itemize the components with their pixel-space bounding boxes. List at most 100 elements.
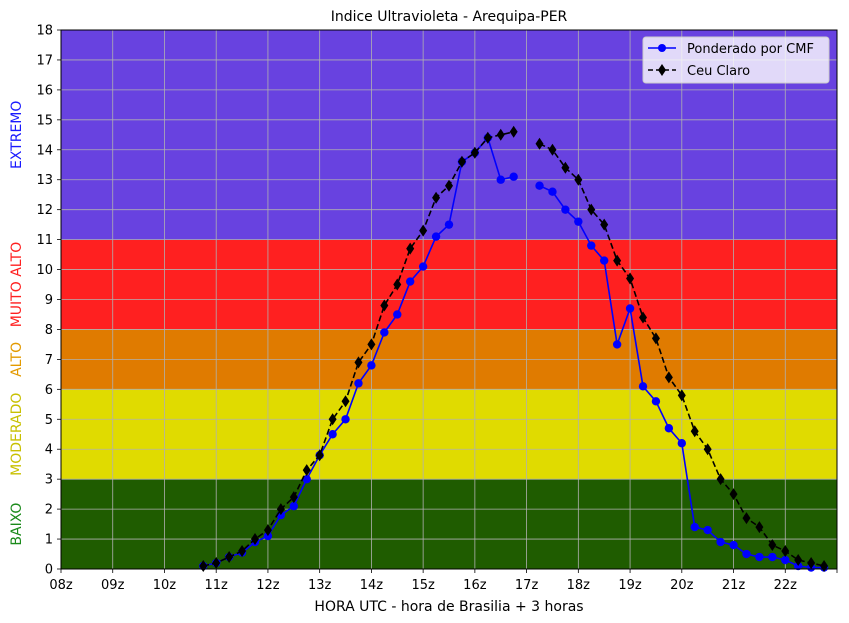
- x-tick-label-20z: 20z: [670, 578, 694, 593]
- y-tick-label-7: 7: [45, 353, 53, 368]
- x-tick-label-09z: 09z: [101, 578, 125, 593]
- point-ponderado-por-cmf-0-12: [354, 379, 363, 388]
- x-tick-label-18z: 18z: [567, 578, 591, 593]
- point-ponderado-por-cmf-1-14: [716, 537, 725, 547]
- y-tick-label-13: 13: [36, 173, 53, 188]
- point-ponderado-por-cmf-1-17: [755, 552, 764, 562]
- point-ponderado-por-cmf-0-11: [341, 415, 350, 424]
- point-ceu-claro-0-19: [445, 179, 453, 192]
- series-ceu-claro: [199, 125, 829, 573]
- legend-marker-ceu-claro: [658, 64, 666, 76]
- point-ponderado-por-cmf-1-19: [781, 555, 790, 565]
- point-ponderado-por-cmf-1-4: [587, 241, 596, 250]
- point-ponderado-por-cmf-0-23: [496, 175, 505, 184]
- point-ponderado-por-cmf-0-16: [406, 277, 415, 286]
- y-tick-label-17: 17: [36, 53, 53, 68]
- point-ceu-claro-0-23: [496, 128, 505, 141]
- point-ponderado-por-cmf-1-8: [638, 382, 648, 391]
- band-label-moderado: MODERADO: [9, 393, 25, 476]
- point-ponderado-por-cmf-1-15: [729, 540, 738, 550]
- point-ceu-claro-0-21: [470, 146, 479, 159]
- legend: Ponderado por CMF Ceu Claro: [642, 36, 830, 84]
- point-ponderado-por-cmf-0-15: [393, 310, 402, 319]
- point-ceu-claro-0-9: [315, 449, 324, 462]
- point-ceu-claro-0-4: [251, 533, 259, 546]
- legend-entry-ceu-claro: Ceu Claro: [648, 64, 750, 79]
- point-ceu-claro-0-6: [276, 503, 285, 516]
- point-ceu-claro-1-8: [639, 311, 647, 324]
- point-ceu-claro-1-10: [664, 371, 673, 384]
- point-ceu-claro-1-14: [716, 473, 725, 486]
- point-ceu-claro-1-17: [755, 521, 764, 534]
- legend-entry-ponderado: Ponderado por CMF: [648, 42, 814, 57]
- y-tick-label-9: 9: [45, 293, 53, 308]
- y-tick-label-15: 15: [36, 113, 53, 128]
- point-ceu-claro-0-18: [432, 191, 441, 204]
- point-ponderado-por-cmf-1-7: [625, 304, 635, 313]
- risk-bands: [61, 30, 837, 569]
- point-ponderado-por-cmf-1-13: [703, 525, 712, 535]
- point-ceu-claro-1-9: [651, 332, 660, 345]
- legend-label-ceu-claro: Ceu Claro: [687, 64, 750, 79]
- point-ceu-claro-0-12: [354, 356, 363, 369]
- point-ceu-claro-0-2: [225, 551, 234, 564]
- series-line-ceu-claro-1: [539, 143, 825, 567]
- y-tick-label-14: 14: [36, 143, 53, 158]
- y-tick-label-5: 5: [45, 413, 53, 428]
- legend-label-ponderado: Ponderado por CMF: [687, 42, 814, 57]
- point-ceu-claro-1-7: [626, 272, 635, 285]
- x-axis-ticks: 08z 09z 10z 11z 12z 13z 14z 15z 16z 17z 18z 19z 20z 2…: [49, 569, 838, 593]
- point-ceu-claro-0-24: [509, 125, 518, 138]
- legend-marker-ponderado: [658, 44, 666, 52]
- y-tick-label-3: 3: [45, 473, 53, 488]
- band-labels: BAIXO MODERADO ALTO MUITO ALTO EXTREMO: [9, 101, 25, 546]
- point-ponderado-por-cmf-0-18: [431, 232, 441, 241]
- point-ceu-claro-1-1: [548, 143, 557, 156]
- point-ceu-claro-1-5: [600, 218, 609, 231]
- point-ceu-claro-1-16: [742, 512, 751, 525]
- y-tick-label-8: 8: [45, 323, 53, 338]
- point-ceu-claro-0-22: [483, 131, 492, 144]
- point-ponderado-por-cmf-0-8: [302, 474, 311, 484]
- point-ceu-claro-1-4: [587, 203, 596, 216]
- point-ponderado-por-cmf-1-3: [574, 217, 583, 226]
- point-ceu-claro-1-18: [768, 539, 777, 552]
- point-ponderado-por-cmf-1-9: [651, 397, 661, 406]
- point-ceu-claro-1-13: [703, 443, 712, 456]
- point-ceu-claro-0-13: [367, 338, 376, 351]
- point-ponderado-por-cmf-1-18: [768, 552, 777, 562]
- point-ponderado-por-cmf-0-17: [418, 262, 428, 271]
- chart-title: Indice Ultravioleta - Arequipa-PER: [331, 9, 568, 25]
- point-ponderado-por-cmf-1-1: [548, 187, 557, 196]
- point-ceu-claro-1-6: [613, 254, 622, 267]
- point-ponderado-por-cmf-1-0: [535, 181, 544, 190]
- point-ponderado-por-cmf-0-10: [328, 430, 337, 439]
- x-tick-label-14z: 14z: [360, 578, 384, 593]
- point-ceu-claro-0-15: [393, 278, 402, 291]
- x-tick-label-17z: 17z: [515, 578, 539, 593]
- legend-box: [642, 36, 830, 84]
- point-ceu-claro-1-3: [574, 173, 583, 186]
- point-ceu-claro-0-14: [380, 299, 389, 312]
- y-tick-label-12: 12: [36, 203, 53, 218]
- x-tick-label-22z: 22z: [774, 578, 798, 593]
- x-tick-label-08z: 08z: [49, 578, 73, 593]
- x-tick-label-19z: 19z: [618, 578, 642, 593]
- x-tick-label-15z: 15z: [411, 578, 435, 593]
- x-tick-label-10z: 10z: [153, 578, 177, 593]
- point-ceu-claro-1-15: [729, 488, 738, 501]
- point-ceu-claro-1-11: [677, 389, 686, 402]
- band-baixo: [61, 479, 837, 569]
- band-label-alto: ALTO: [9, 342, 25, 377]
- band-label-extremo: EXTREMO: [9, 101, 25, 169]
- x-axis-label: HORA UTC - hora de Brasilia + 3 horas: [314, 599, 583, 615]
- point-ponderado-por-cmf-0-7: [289, 501, 298, 511]
- point-ceu-claro-0-16: [406, 242, 415, 255]
- x-tick-label-12z: 12z: [256, 578, 280, 593]
- band-muito-alto: [61, 239, 837, 330]
- point-ceu-claro-0-3: [238, 545, 247, 558]
- point-ceu-claro-0-8: [302, 464, 311, 477]
- point-ceu-claro-1-12: [690, 425, 699, 438]
